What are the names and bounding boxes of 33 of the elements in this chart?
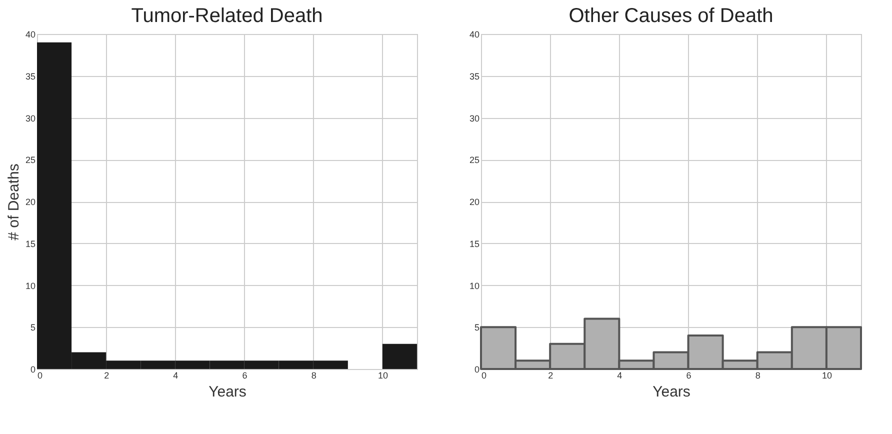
y-tick-label: 40 [469, 30, 480, 40]
x-tick-label: 2 [104, 370, 110, 380]
y-tick-label: 15 [469, 238, 480, 249]
x-tick-label: 6 [686, 370, 692, 380]
x-tick-label: 8 [755, 370, 760, 380]
y-tick-label: 35 [25, 71, 36, 82]
y-tick-label: 10 [25, 280, 36, 291]
x-tick-label: 10 [822, 370, 832, 380]
x-tick-label: 6 [242, 370, 248, 380]
x-tick-label: 0 [38, 370, 43, 380]
y-tick-label: 40 [25, 30, 36, 40]
x-axis-title: Years [652, 384, 690, 400]
y-tick-label: 30 [469, 113, 480, 124]
y-tick-label: 25 [469, 155, 480, 166]
y-tick-label: 20 [25, 197, 36, 207]
y-tick-label: 35 [469, 71, 480, 82]
chart-title: Tumor-Related Death [131, 5, 323, 27]
x-tick-label: 4 [617, 370, 622, 380]
y-tick-label: 25 [25, 155, 36, 166]
x-tick-label: 10 [378, 370, 388, 380]
x-tick-label: 2 [548, 370, 554, 380]
chart-title: Other Causes of Death [568, 5, 774, 27]
y-tick-label: 10 [469, 280, 480, 291]
x-tick-label: 0 [482, 370, 487, 380]
x-tick-label: 4 [173, 370, 178, 380]
y-tick-label: 15 [25, 238, 36, 249]
y-tick-label: 5 [30, 322, 36, 333]
y-tick-label: 5 [474, 322, 480, 333]
x-tick-label: 8 [311, 370, 316, 380]
y-axis-title: # of Deaths [5, 164, 22, 240]
x-axis-title: Years [208, 384, 246, 400]
y-tick-label: 20 [469, 197, 480, 207]
y-tick-label: 30 [25, 113, 36, 124]
